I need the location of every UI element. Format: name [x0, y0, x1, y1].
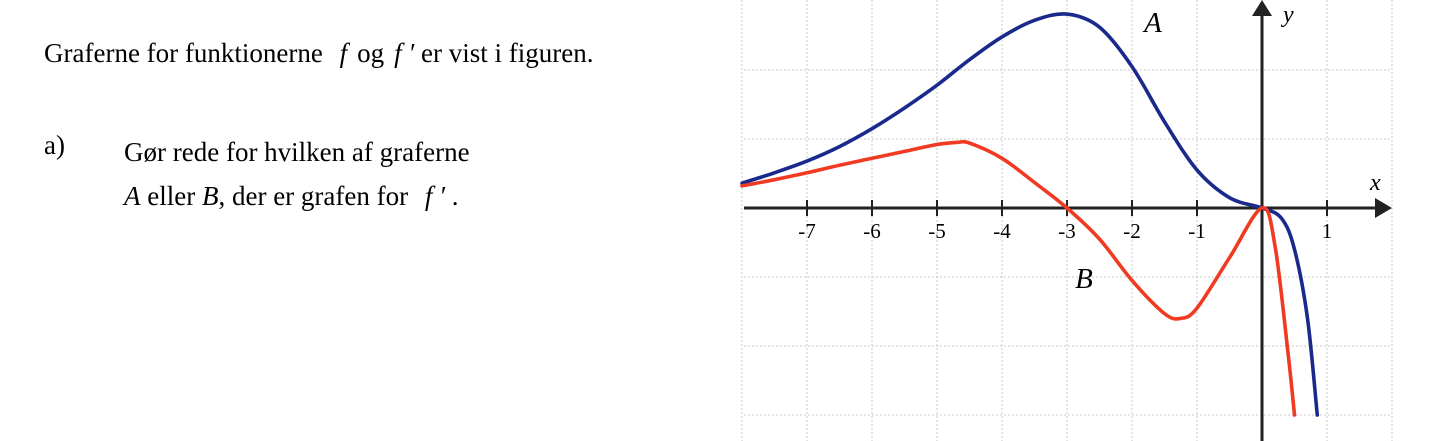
- x-tick-label: -3: [1058, 219, 1076, 243]
- question-period: .: [451, 181, 459, 211]
- x-tick-label: -6: [863, 219, 881, 243]
- question-line-2-text: , der er grafen for: [218, 181, 409, 211]
- question-line-2: A eller B, der er grafen for f ′ .: [124, 174, 470, 218]
- label-b-ref: B: [201, 181, 219, 211]
- y-axis-label: y: [1281, 2, 1294, 28]
- question-line-1: Gør rede for hvilken af graferne: [124, 137, 470, 167]
- x-tick-label: -2: [1123, 219, 1141, 243]
- fprime-ref: f ′: [424, 181, 446, 211]
- axes: xy: [744, 0, 1392, 441]
- x-tick-label: -7: [798, 219, 816, 243]
- x-tick-label: -4: [993, 219, 1011, 243]
- curve-label-b: B: [1075, 263, 1093, 295]
- grid: [741, 0, 1393, 441]
- x-ticks: -7 -6 -5 -4 -3 -2 -1 1: [798, 200, 1332, 243]
- question-text: Gør rede for hvilken af graferne A eller…: [124, 130, 470, 218]
- intro-end-text: er vist i figuren.: [421, 38, 594, 68]
- fprime-symbol: f ′: [394, 38, 415, 68]
- f-symbol: f: [339, 38, 348, 68]
- curve-labels: AB: [1075, 7, 1162, 295]
- x-axis-label: x: [1369, 170, 1381, 196]
- curve-label-a: A: [1142, 7, 1162, 39]
- eller-word: eller: [147, 181, 196, 211]
- og-word: og: [357, 38, 385, 68]
- y-axis-arrow: [1252, 0, 1272, 16]
- x-tick-label: -5: [928, 219, 946, 243]
- curve-b: [740, 139, 1297, 417]
- x-tick-label: -1: [1188, 219, 1206, 243]
- label-a-ref: A: [124, 181, 141, 211]
- x-tick-label: 1: [1322, 219, 1333, 243]
- intro-sentence: Graferne for funktionerne f og f ′ er vist…: [44, 38, 594, 69]
- curves: [740, 12, 1320, 417]
- question-label: a): [44, 130, 65, 160]
- intro-text: Graferne for funktionerne: [44, 38, 323, 68]
- curve-a: [740, 12, 1320, 417]
- x-axis-arrow: [1375, 198, 1392, 218]
